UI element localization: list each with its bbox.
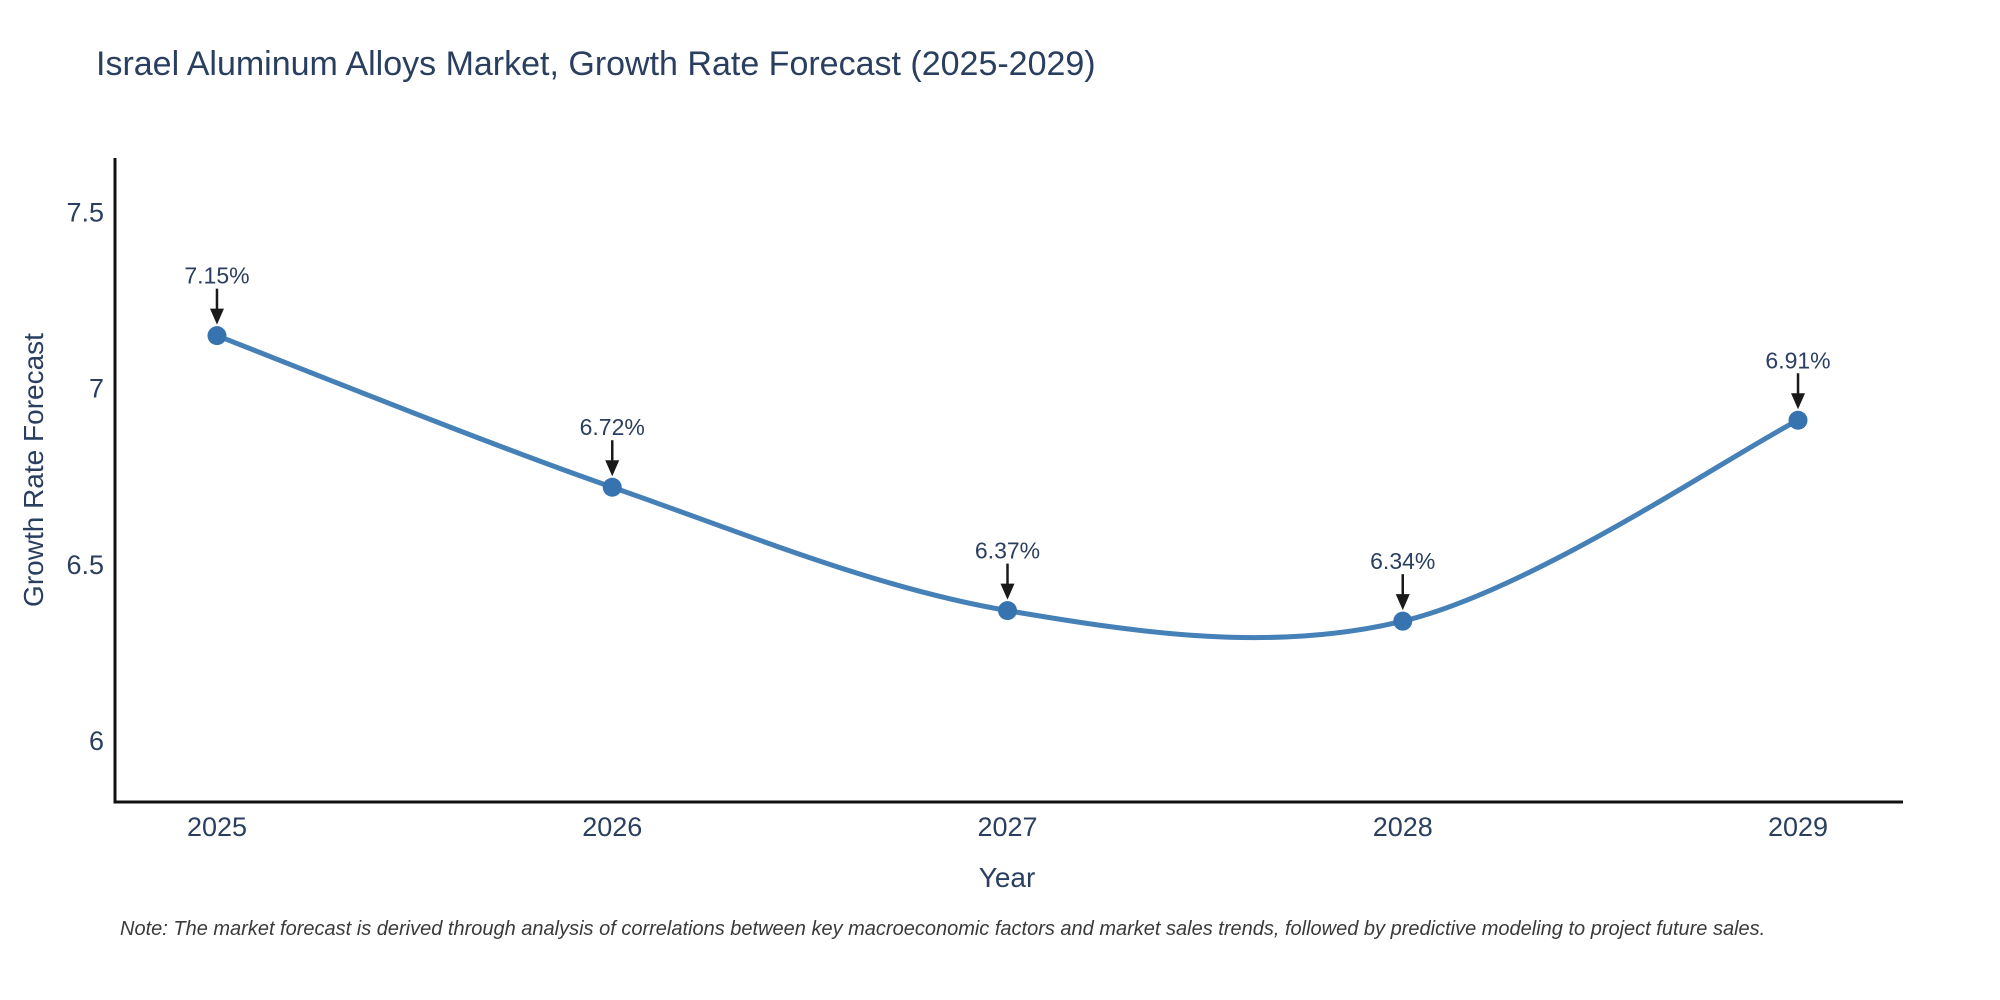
annotation-label: 7.15% (184, 263, 249, 289)
data-point-marker (207, 326, 227, 346)
annotation-arrowhead-icon (209, 308, 224, 325)
chart-title: Israel Aluminum Alloys Market, Growth Ra… (96, 45, 1096, 83)
annotation-arrowhead-icon (1000, 583, 1015, 600)
x-axis-title: Year (978, 862, 1036, 893)
data-point-marker (1393, 611, 1413, 631)
annotation-label: 6.91% (1765, 347, 1830, 373)
data-point-marker (602, 477, 622, 497)
x-tick-label: 2027 (977, 812, 1037, 842)
data-point-marker (1788, 410, 1808, 430)
data-point-marker (998, 601, 1017, 621)
y-axis-title: Growth Rate Forecast (18, 333, 49, 607)
y-tick-label: 7.5 (66, 197, 104, 227)
annotation-label: 6.37% (975, 538, 1040, 564)
x-tick-label: 2026 (582, 812, 642, 842)
x-tick-label: 2025 (187, 812, 247, 842)
x-tick-label: 2028 (1373, 812, 1433, 842)
annotation-arrowhead-icon (1791, 393, 1806, 410)
y-tick-label: 6.5 (66, 550, 104, 580)
footnote: Note: The market forecast is derived thr… (120, 918, 1766, 940)
annotation-label: 6.72% (580, 414, 645, 440)
y-tick-label: 7 (89, 374, 104, 404)
y-tick-label: 6 (89, 726, 104, 756)
annotation-arrowhead-icon (605, 460, 620, 477)
x-tick-label: 2029 (1768, 812, 1828, 842)
annotation-label: 6.34% (1370, 548, 1435, 574)
annotation-arrowhead-icon (1395, 594, 1410, 611)
